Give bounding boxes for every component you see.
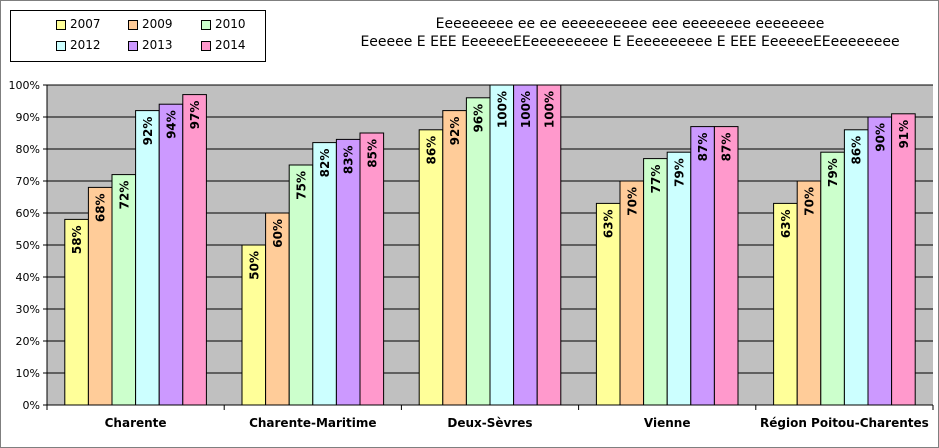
legend-label: 2012 bbox=[70, 38, 101, 52]
legend-label: 2007 bbox=[70, 17, 101, 31]
x-tick-label: Deux-Sèvres bbox=[447, 416, 532, 430]
data-label: 70% bbox=[625, 187, 639, 216]
legend-swatch bbox=[56, 20, 66, 30]
data-label: 70% bbox=[803, 187, 817, 216]
y-tick-label: 90% bbox=[16, 111, 40, 124]
data-label: 68% bbox=[94, 193, 108, 222]
legend-label: 2013 bbox=[142, 38, 173, 52]
data-label: 100% bbox=[543, 91, 557, 128]
bar bbox=[135, 110, 160, 406]
y-tick-label: 60% bbox=[16, 207, 40, 220]
bar bbox=[536, 84, 562, 406]
y-tick-label: 50% bbox=[16, 239, 40, 252]
data-label: 91% bbox=[897, 120, 911, 149]
bar bbox=[713, 126, 739, 406]
bar bbox=[643, 158, 668, 406]
chart-title-line-1: Eeeeeeeee ee ee eeeeeeeeee eee eeeeeeee … bbox=[435, 16, 825, 32]
data-label: 100% bbox=[519, 91, 533, 128]
y-tick-label: 70% bbox=[16, 175, 40, 188]
data-label: 75% bbox=[295, 171, 309, 200]
y-tick-label: 30% bbox=[16, 303, 40, 316]
data-label: 94% bbox=[165, 110, 179, 139]
data-label: 97% bbox=[188, 101, 202, 130]
legend-swatch bbox=[56, 41, 66, 51]
data-label: 63% bbox=[602, 209, 616, 238]
y-tick-label: 100% bbox=[9, 79, 40, 92]
data-label: 86% bbox=[850, 136, 864, 165]
bar bbox=[359, 132, 385, 406]
y-tick-label: 20% bbox=[16, 335, 40, 348]
data-label: 72% bbox=[117, 181, 131, 210]
data-label: 100% bbox=[495, 91, 509, 128]
bar bbox=[182, 94, 207, 406]
x-tick-label: Région Poitou-Charentes bbox=[760, 416, 929, 430]
y-tick-label: 10% bbox=[16, 367, 40, 380]
data-label: 60% bbox=[271, 219, 285, 248]
y-tick-label: 0% bbox=[23, 399, 40, 412]
bar bbox=[891, 113, 916, 406]
bar bbox=[666, 151, 692, 406]
chart-title: Eeeeeeeee ee ee eeeeeeeeee eee eeeeeeee … bbox=[330, 15, 930, 51]
data-label: 90% bbox=[873, 123, 887, 152]
bar bbox=[690, 126, 715, 406]
data-label: 79% bbox=[826, 158, 840, 187]
legend-label: 2014 bbox=[215, 38, 246, 52]
legend-swatch bbox=[128, 20, 138, 30]
x-tick-label: Vienne bbox=[644, 416, 691, 430]
y-tick-label: 40% bbox=[16, 271, 40, 284]
bar bbox=[513, 84, 538, 406]
data-label: 82% bbox=[318, 149, 332, 178]
data-label: 87% bbox=[720, 133, 734, 162]
bar bbox=[288, 164, 314, 406]
y-tick-label: 80% bbox=[16, 143, 40, 156]
legend-swatch bbox=[201, 20, 211, 30]
data-label: 86% bbox=[425, 136, 439, 165]
bar bbox=[442, 110, 467, 406]
data-label: 50% bbox=[247, 251, 261, 280]
bar bbox=[158, 103, 184, 406]
bar bbox=[335, 138, 361, 406]
data-label: 63% bbox=[779, 209, 793, 238]
legend-swatch bbox=[128, 41, 138, 51]
data-label: 85% bbox=[365, 139, 379, 168]
x-tick-label: Charente bbox=[105, 416, 167, 430]
data-label: 87% bbox=[696, 133, 710, 162]
chart-title-line-2: Eeeeee E EEE EeeeeeEEeeeeeeeee E Eeeeeee… bbox=[360, 34, 900, 50]
bar bbox=[820, 151, 845, 406]
data-label: 58% bbox=[70, 225, 84, 254]
data-label: 92% bbox=[141, 117, 155, 146]
data-label: 83% bbox=[342, 145, 356, 174]
legend-label: 2010 bbox=[215, 17, 246, 31]
data-label: 96% bbox=[472, 104, 486, 133]
legend-swatch bbox=[201, 41, 211, 51]
data-label: 92% bbox=[448, 117, 462, 146]
bar bbox=[843, 129, 869, 406]
data-label: 79% bbox=[673, 158, 687, 187]
legend-label: 2009 bbox=[142, 17, 173, 31]
data-label: 77% bbox=[649, 165, 663, 194]
bar bbox=[489, 84, 515, 406]
bar bbox=[465, 97, 491, 406]
x-tick-label: Charente-Maritime bbox=[249, 416, 376, 430]
bar bbox=[418, 129, 444, 406]
bar bbox=[312, 142, 337, 406]
chart-legend: 2007 2009 2010 2012 2013 2014 bbox=[10, 10, 266, 62]
bar bbox=[867, 116, 893, 406]
